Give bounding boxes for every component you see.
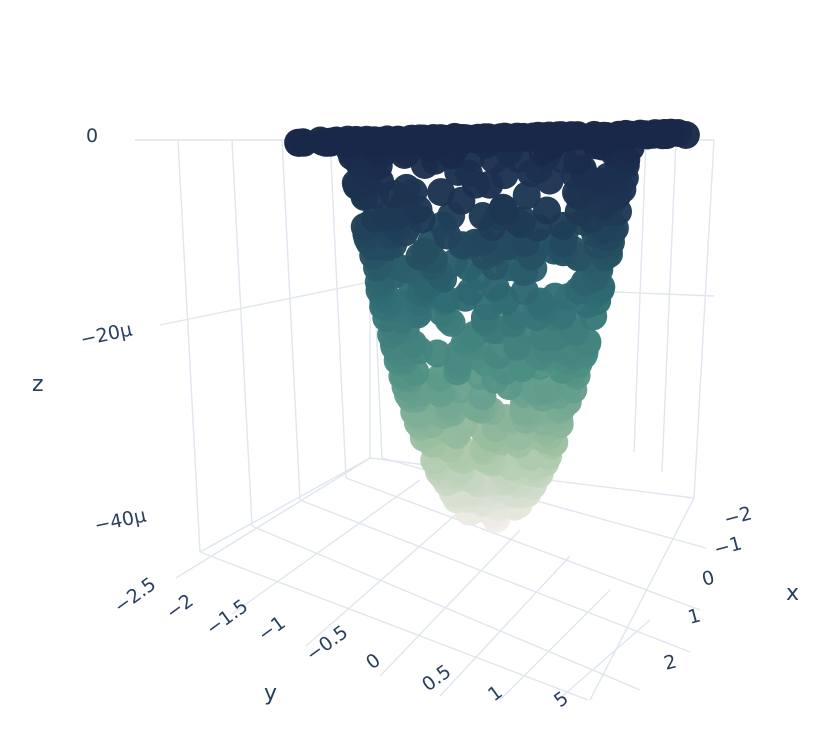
scatter-point — [494, 123, 523, 152]
y-tick-label: 1 — [484, 681, 507, 706]
axis-labels: z x y — [32, 372, 799, 706]
scatter-point — [481, 273, 510, 302]
scatter-point — [425, 126, 454, 155]
gridline-3 — [329, 139, 347, 479]
gridline-23 — [299, 499, 691, 653]
x-tick-label: 1 — [686, 604, 703, 628]
z-tick-label: 0 — [86, 125, 98, 147]
gridline-26 — [589, 497, 695, 701]
x-tick-label: −2 — [722, 502, 755, 531]
scatter-point — [378, 127, 406, 156]
gridline-5 — [693, 139, 715, 499]
gridline-24 — [345, 477, 701, 611]
scatter-point — [464, 123, 492, 152]
scatter-point — [592, 122, 621, 150]
gridline-14 — [175, 457, 371, 579]
z-axis-title: z — [32, 372, 44, 397]
gridline-0 — [177, 139, 201, 553]
gridline-7 — [633, 139, 647, 453]
scatter-point — [489, 193, 517, 222]
y-tick-label: −1.5 — [202, 595, 252, 640]
scatter-point — [512, 181, 541, 210]
gridline-8 — [159, 281, 371, 326]
gridline-6 — [661, 139, 677, 473]
x-tick-label: −1 — [712, 532, 745, 561]
gridline-15 — [231, 479, 421, 615]
gridline-2 — [281, 139, 301, 501]
scatter-point — [563, 147, 592, 176]
y-tick-label: −1 — [254, 612, 290, 646]
scatter-point — [410, 237, 439, 266]
gridline-21 — [199, 551, 589, 701]
y-axis-title: y — [264, 681, 277, 706]
scatter-point — [534, 375, 563, 404]
gridline-18 — [439, 555, 571, 697]
y-tick-label: −2.5 — [110, 573, 160, 618]
gridline-20 — [557, 619, 651, 701]
y-tick-label: 0.5 — [418, 660, 455, 696]
gridline-1 — [231, 139, 253, 527]
x-axis-title: x — [786, 581, 799, 606]
scatter-point — [671, 121, 700, 149]
gridline-22 — [251, 525, 641, 691]
scatter-point — [346, 126, 374, 155]
scatter-point — [631, 120, 660, 149]
scatter-point — [462, 170, 490, 199]
scatter-point — [524, 122, 553, 151]
gridline-19 — [499, 589, 611, 701]
y-tick-label: 0 — [362, 649, 385, 674]
gridline-16 — [305, 501, 471, 647]
y-tick-label: −2 — [162, 590, 198, 624]
scatter-point — [316, 127, 345, 156]
scatter-point — [533, 196, 561, 225]
scatter-point — [427, 178, 456, 207]
z-tick-label: −40μ — [92, 505, 148, 537]
gridline-10 — [199, 457, 371, 553]
x-tick-label: 2 — [662, 650, 679, 674]
scatter-points — [284, 118, 700, 533]
gridline-17 — [379, 529, 521, 677]
x-tick-label: 0 — [700, 566, 717, 590]
scatter-point — [558, 122, 587, 151]
z-tick-label: −20μ — [78, 319, 134, 351]
